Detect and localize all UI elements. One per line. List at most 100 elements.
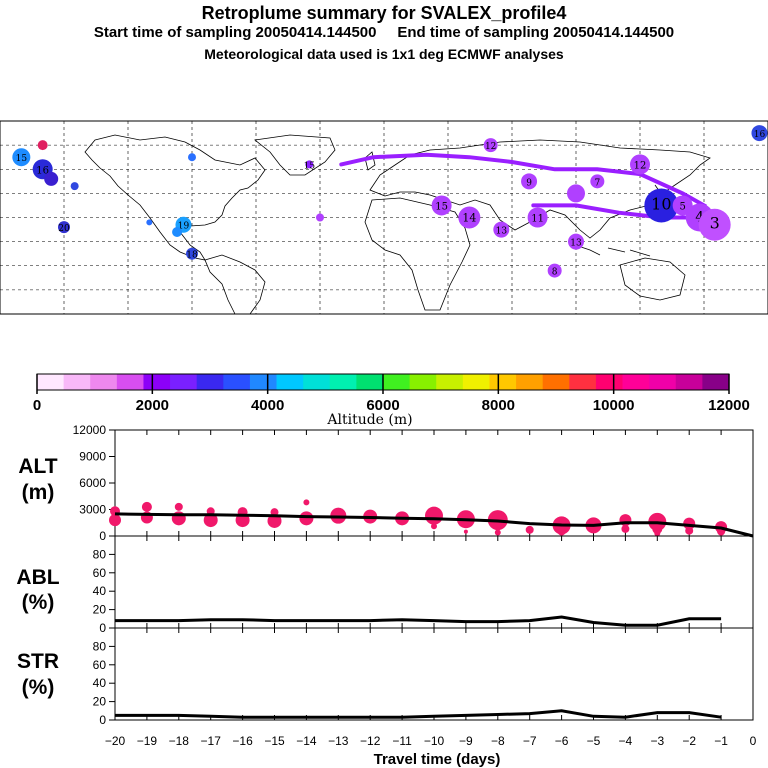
abl-frame xyxy=(114,535,754,629)
cluster-circle xyxy=(493,221,510,238)
cluster-circle xyxy=(751,125,768,142)
colorbar-swatch xyxy=(622,374,650,390)
cluster-circle xyxy=(58,221,70,234)
colorbar: 0 2000 4000 6000 8000 10000 12000 xyxy=(33,373,750,414)
y-tick-label: 6000 xyxy=(79,476,106,490)
cluster-circle xyxy=(12,148,31,167)
coast-north-america xyxy=(84,134,266,261)
str-line xyxy=(115,709,722,719)
x-tick-label: −14 xyxy=(296,734,317,748)
alt-panel: ALT (m) 0 3000 6000 9000 12000 xyxy=(18,423,754,543)
cluster-label: 3 xyxy=(710,214,720,233)
cluster-circle xyxy=(458,206,481,229)
colorbar-tick-label: 4000 xyxy=(251,397,284,414)
x-tick-label: −19 xyxy=(137,734,158,748)
cluster-circle xyxy=(567,184,585,203)
x-axis-tick-labels: −20 −19 −18 −17 −16 −15 −14 −13 −12 −11 −10 −9 −8 −7−… xyxy=(105,734,757,748)
colorbar-swatch xyxy=(356,374,384,390)
colorbar-swatch xyxy=(702,374,730,390)
alt-point xyxy=(270,508,279,517)
x-tick-label: −17 xyxy=(201,734,222,748)
cluster-circle xyxy=(644,188,679,223)
cluster-circle xyxy=(527,207,548,228)
alt-point xyxy=(431,523,437,530)
alt-point xyxy=(299,511,314,526)
colorbar-swatch xyxy=(170,374,198,390)
abl-unit: (%) xyxy=(22,591,55,614)
colorbar-swatch xyxy=(542,374,570,390)
colorbar-swatch xyxy=(409,374,437,390)
cluster-label: 19 xyxy=(178,222,190,232)
colorbar-swatch xyxy=(37,374,65,390)
x-tick-label: −15 xyxy=(264,734,285,748)
cluster-label: 15 xyxy=(435,201,448,212)
title-line-2: Start time of sampling 20050414.144500 E… xyxy=(93,24,675,41)
cluster-label: 15 xyxy=(304,161,316,171)
cluster-label: 20 xyxy=(58,224,70,234)
cluster-circle xyxy=(630,154,650,175)
cluster-label: 16 xyxy=(36,165,49,176)
alt-point xyxy=(494,529,501,536)
cluster-circle xyxy=(146,219,153,226)
coast-greenland xyxy=(254,134,336,176)
colorbar-tick-label: 6000 xyxy=(366,397,399,414)
str-panel: STR (%) 0 20 40 60 80 xyxy=(17,627,754,727)
cluster-label: 12 xyxy=(634,160,647,171)
x-tick-label: −8 xyxy=(491,734,505,748)
alt-point xyxy=(303,499,310,506)
colorbar-swatch xyxy=(276,374,304,390)
alt-point xyxy=(203,513,218,528)
cluster-circle xyxy=(186,247,198,260)
colorbar-swatch xyxy=(116,374,144,390)
x-tick-label: −9 xyxy=(459,734,473,748)
title-line-1: Retroplume summary for SVALEX_profile4 xyxy=(201,3,567,23)
colorbar-swatch xyxy=(649,374,677,390)
cluster-circle xyxy=(698,208,731,241)
alt-point xyxy=(685,526,694,535)
y-tick-label: 20 xyxy=(93,603,107,617)
cluster-label: 14 xyxy=(462,212,476,225)
x-tick-label: −16 xyxy=(232,734,253,748)
cluster-label: 15 xyxy=(16,154,28,164)
colorbar-swatch xyxy=(595,374,623,390)
y-tick-label: 80 xyxy=(93,639,107,653)
colorbar-swatch xyxy=(462,374,490,390)
coast-south-america xyxy=(204,254,266,315)
str-x-ticks xyxy=(114,628,754,720)
colorbar-swatch xyxy=(90,374,118,390)
x-tick-label: 0 xyxy=(750,734,757,748)
colorbar-tick-label: 2000 xyxy=(136,397,169,414)
y-tick-label: 40 xyxy=(93,584,107,598)
colorbar-swatch xyxy=(569,374,597,390)
colorbar-swatch xyxy=(516,374,544,390)
y-tick-label: 9000 xyxy=(79,450,106,464)
plume-clusters: 15 16 20 19 18 15 15 14 12 13 11 13 8 9 7 12 10 54 3 16 xyxy=(12,125,768,278)
cluster-circle xyxy=(172,226,183,237)
cluster-circle xyxy=(568,233,584,250)
colorbar-swatch xyxy=(303,374,331,390)
colorbar-swatch xyxy=(675,374,703,390)
alt-point xyxy=(206,507,215,516)
str-frame xyxy=(114,627,754,721)
x-tick-label: −2 xyxy=(682,734,696,748)
abl-line xyxy=(115,615,722,627)
alt-point xyxy=(463,529,468,534)
cluster-circle xyxy=(37,140,48,151)
alt-point xyxy=(621,524,630,533)
cluster-circle xyxy=(547,263,562,278)
alt-unit: (m) xyxy=(22,481,55,504)
colorbar-swatch xyxy=(196,374,224,390)
colorbar-swatch xyxy=(143,374,171,390)
alt-scatter xyxy=(109,499,728,537)
alt-point xyxy=(267,513,282,528)
colorbar-swatch xyxy=(249,374,277,390)
colorbar-swatch xyxy=(329,374,357,390)
alt-point xyxy=(525,525,534,534)
alt-mean-line xyxy=(114,512,754,538)
abl-x-ticks xyxy=(114,536,754,628)
alt-point xyxy=(557,527,566,536)
cluster-label: 7 xyxy=(594,178,600,188)
cluster-circle xyxy=(305,160,314,169)
cluster-circle xyxy=(483,138,498,153)
